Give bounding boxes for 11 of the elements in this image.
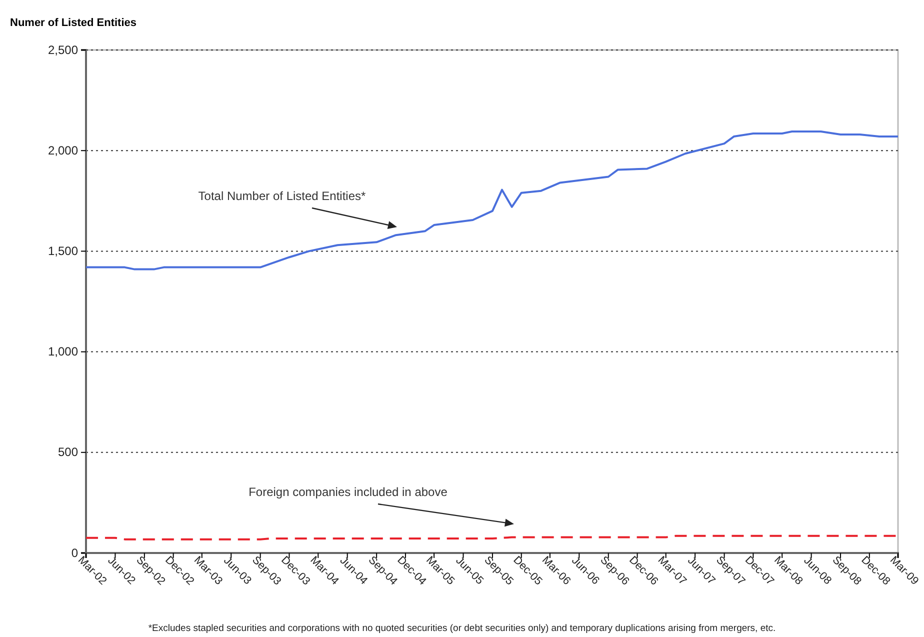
line-series	[85, 130, 899, 270]
y-tick-label: 1,500	[48, 244, 78, 258]
y-tick-label: 2,000	[48, 143, 78, 158]
y-tick-label: 500	[58, 445, 78, 460]
annotation: Total Number of Listed Entities*	[198, 189, 366, 203]
annotation: Foreign companies included in above	[248, 485, 448, 499]
text: *Excludes stapled securities and corporations with no quoted securities (or debt securities only) and temporary duplications arising from mergers, etc.	[148, 623, 776, 634]
y-tick-label: 2,500	[48, 42, 78, 57]
y-tick-label: 1,000	[48, 344, 78, 359]
y-axis-title: Numer of Listed Entities	[10, 17, 137, 29]
y-tick-label: 0	[71, 546, 78, 560]
